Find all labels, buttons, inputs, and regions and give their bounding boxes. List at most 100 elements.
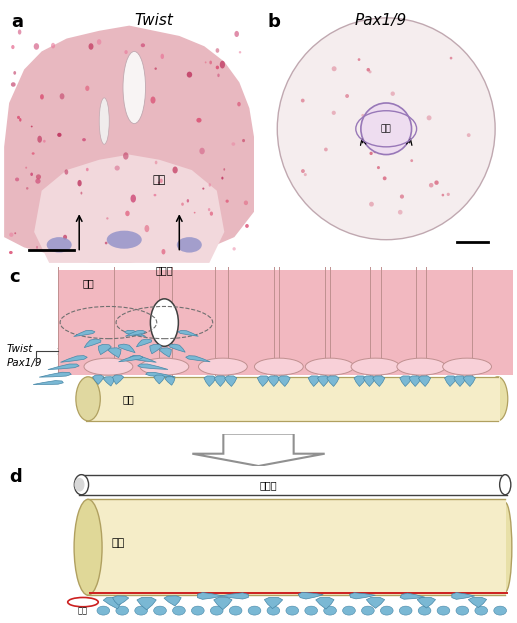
Ellipse shape bbox=[26, 187, 28, 189]
Ellipse shape bbox=[456, 606, 469, 615]
Polygon shape bbox=[113, 375, 124, 384]
Ellipse shape bbox=[194, 212, 195, 214]
Ellipse shape bbox=[370, 151, 373, 155]
Polygon shape bbox=[138, 364, 168, 369]
Ellipse shape bbox=[74, 475, 88, 495]
Ellipse shape bbox=[442, 194, 444, 196]
Ellipse shape bbox=[397, 358, 446, 375]
Ellipse shape bbox=[59, 93, 65, 100]
Ellipse shape bbox=[160, 179, 163, 183]
Polygon shape bbox=[452, 592, 475, 599]
Polygon shape bbox=[170, 344, 185, 352]
Text: 脊索: 脊索 bbox=[112, 538, 125, 548]
Ellipse shape bbox=[434, 181, 439, 185]
Ellipse shape bbox=[155, 161, 158, 164]
FancyBboxPatch shape bbox=[114, 270, 215, 375]
Polygon shape bbox=[84, 339, 101, 348]
Ellipse shape bbox=[267, 606, 280, 615]
Ellipse shape bbox=[135, 606, 147, 615]
Ellipse shape bbox=[361, 606, 374, 615]
Ellipse shape bbox=[443, 358, 492, 375]
Ellipse shape bbox=[34, 43, 39, 50]
Ellipse shape bbox=[40, 94, 44, 100]
FancyBboxPatch shape bbox=[85, 377, 500, 421]
Ellipse shape bbox=[140, 358, 189, 375]
Polygon shape bbox=[93, 375, 104, 384]
Polygon shape bbox=[118, 356, 143, 362]
Ellipse shape bbox=[18, 29, 21, 35]
Ellipse shape bbox=[475, 606, 488, 615]
Ellipse shape bbox=[399, 606, 412, 615]
Ellipse shape bbox=[99, 98, 109, 145]
Ellipse shape bbox=[200, 148, 205, 155]
Ellipse shape bbox=[220, 60, 225, 69]
Ellipse shape bbox=[11, 45, 14, 49]
Polygon shape bbox=[146, 373, 175, 377]
Ellipse shape bbox=[209, 60, 212, 64]
Ellipse shape bbox=[390, 146, 395, 151]
Ellipse shape bbox=[15, 178, 19, 181]
Text: a: a bbox=[12, 12, 24, 31]
Ellipse shape bbox=[369, 202, 374, 207]
Polygon shape bbox=[400, 376, 412, 386]
Ellipse shape bbox=[84, 358, 133, 375]
Ellipse shape bbox=[254, 358, 303, 375]
Ellipse shape bbox=[187, 199, 189, 202]
Ellipse shape bbox=[358, 58, 360, 61]
Text: 脊索: 脊索 bbox=[153, 175, 166, 186]
Polygon shape bbox=[373, 376, 385, 386]
Text: 脊索: 脊索 bbox=[381, 124, 391, 133]
Polygon shape bbox=[316, 597, 334, 609]
Polygon shape bbox=[214, 597, 232, 609]
Text: 脊索: 脊索 bbox=[123, 394, 134, 404]
Ellipse shape bbox=[351, 358, 400, 375]
Polygon shape bbox=[363, 376, 375, 386]
Ellipse shape bbox=[150, 97, 156, 103]
Ellipse shape bbox=[345, 94, 349, 98]
Ellipse shape bbox=[332, 66, 337, 71]
Ellipse shape bbox=[43, 140, 45, 143]
Ellipse shape bbox=[305, 606, 317, 615]
Ellipse shape bbox=[17, 116, 20, 119]
Ellipse shape bbox=[210, 212, 213, 216]
Polygon shape bbox=[454, 376, 466, 386]
Polygon shape bbox=[165, 377, 175, 385]
Ellipse shape bbox=[191, 606, 204, 615]
Ellipse shape bbox=[343, 606, 355, 615]
Text: 血管: 血管 bbox=[78, 606, 88, 616]
Ellipse shape bbox=[248, 606, 261, 615]
Ellipse shape bbox=[81, 192, 82, 194]
Ellipse shape bbox=[364, 136, 368, 140]
Ellipse shape bbox=[57, 133, 62, 137]
Polygon shape bbox=[197, 592, 223, 599]
Polygon shape bbox=[178, 330, 199, 336]
Polygon shape bbox=[130, 356, 156, 363]
Ellipse shape bbox=[234, 31, 239, 37]
Ellipse shape bbox=[196, 118, 202, 123]
Ellipse shape bbox=[361, 114, 364, 117]
Ellipse shape bbox=[223, 168, 225, 171]
Ellipse shape bbox=[86, 168, 89, 171]
Ellipse shape bbox=[199, 358, 247, 375]
FancyBboxPatch shape bbox=[172, 270, 274, 375]
Ellipse shape bbox=[141, 44, 145, 47]
Polygon shape bbox=[60, 356, 87, 363]
Ellipse shape bbox=[244, 201, 248, 205]
Text: Twist: Twist bbox=[135, 12, 174, 27]
Ellipse shape bbox=[450, 57, 452, 59]
Ellipse shape bbox=[74, 500, 102, 595]
FancyBboxPatch shape bbox=[228, 270, 330, 375]
Ellipse shape bbox=[324, 606, 337, 615]
Ellipse shape bbox=[9, 251, 13, 254]
Ellipse shape bbox=[51, 43, 55, 49]
Ellipse shape bbox=[498, 503, 512, 592]
Ellipse shape bbox=[154, 194, 157, 196]
Polygon shape bbox=[278, 376, 290, 386]
Ellipse shape bbox=[78, 180, 82, 186]
FancyBboxPatch shape bbox=[370, 270, 472, 375]
Polygon shape bbox=[417, 597, 435, 608]
Polygon shape bbox=[264, 597, 283, 609]
Ellipse shape bbox=[369, 70, 372, 74]
Ellipse shape bbox=[25, 166, 27, 169]
Polygon shape bbox=[113, 596, 129, 605]
